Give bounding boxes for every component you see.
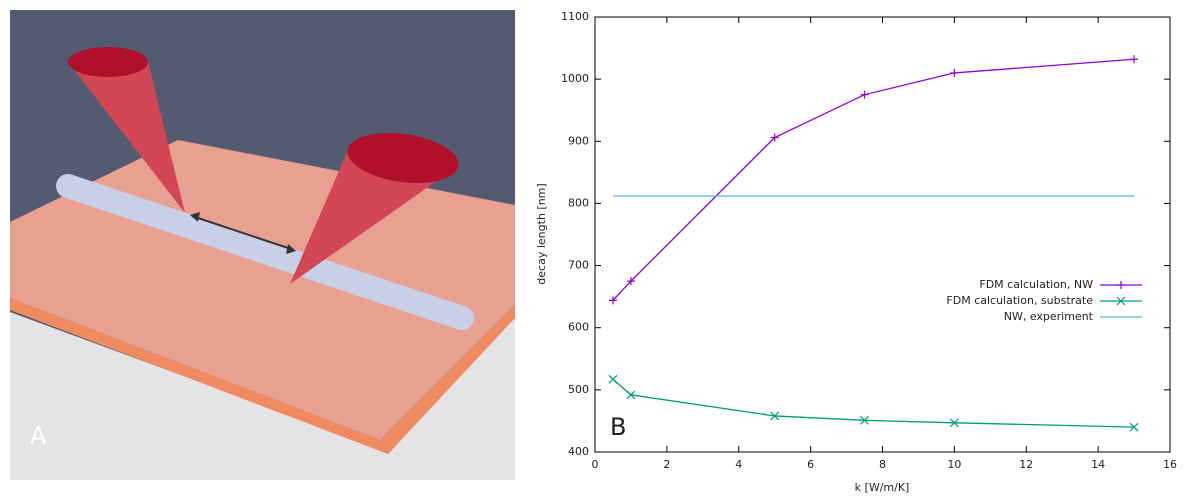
tip-left-top: [68, 47, 148, 77]
legend-label: FDM calculation, substrate: [946, 294, 1093, 307]
x-tick-label: 0: [592, 458, 599, 471]
x-tick-label: 10: [947, 458, 961, 471]
panel-label: A: [30, 422, 47, 450]
x-tick-label: 16: [1163, 458, 1177, 471]
legend-label: NW, experiment: [1004, 310, 1094, 323]
y-tick-label: 1000: [561, 72, 589, 85]
y-tick-label: 500: [568, 383, 589, 396]
page: A k [W/m/K] decay length [nm] B 0 2 4 6 8 10 1…: [0, 0, 1186, 502]
x-tick-label: 4: [735, 458, 742, 471]
x-tick-label: 14: [1091, 458, 1105, 471]
point-marker: [1130, 55, 1138, 63]
plot-frame: [595, 17, 1170, 452]
y-tick-label: 400: [568, 445, 589, 458]
x-tick-label: 2: [663, 458, 670, 471]
x-axis-label: k [W/m/K]: [855, 481, 910, 494]
y-axis-label: decay length [nm]: [535, 183, 548, 284]
x-tick-label: 6: [807, 458, 814, 471]
y-tick-label: 600: [568, 321, 589, 334]
figure: A k [W/m/K] decay length [nm] B 0 2 4 6 8 10 1…: [0, 0, 1186, 498]
x-tick-label: 12: [1019, 458, 1033, 471]
y-tick-label: 700: [568, 259, 589, 272]
y-tick-label: 900: [568, 134, 589, 147]
point-marker: [1117, 281, 1125, 289]
point-marker: [609, 375, 617, 383]
legend-label: FDM calculation, NW: [979, 278, 1093, 291]
series-line: [613, 379, 1134, 427]
series-line: [613, 59, 1134, 300]
y-tick-label: 800: [568, 196, 589, 209]
point-marker: [861, 91, 869, 99]
panel-b: k [W/m/K] decay length [nm] B 0 2 4 6 8 10 12 1…: [535, 10, 1177, 494]
point-marker: [950, 69, 958, 77]
y-tick-label: 1100: [561, 10, 589, 23]
panel-label: B: [610, 413, 626, 441]
panel-a: A: [10, 10, 515, 480]
x-tick-label: 8: [879, 458, 886, 471]
